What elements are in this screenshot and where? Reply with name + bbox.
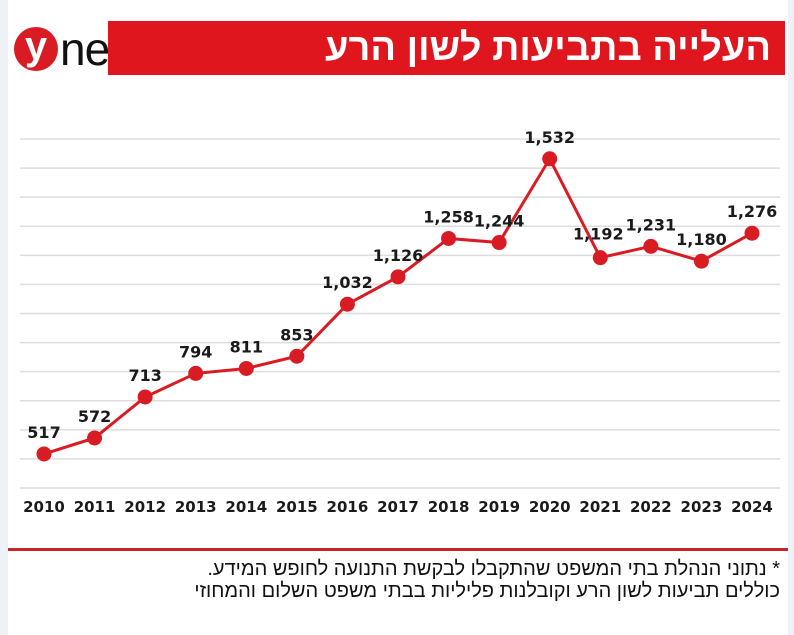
data-label: 1,180 xyxy=(676,230,727,249)
data-point xyxy=(643,238,659,254)
data-label: 1,244 xyxy=(474,212,525,231)
data-point xyxy=(592,250,608,266)
x-tick-label: 2011 xyxy=(74,498,116,516)
ynet-logo: y net xyxy=(14,22,122,76)
right-margin xyxy=(788,0,794,635)
data-label: 811 xyxy=(230,337,263,356)
data-label: 853 xyxy=(280,325,313,344)
data-label: 1,126 xyxy=(373,246,424,265)
x-tick-label: 2012 xyxy=(124,498,166,516)
x-tick-label: 2019 xyxy=(478,498,520,516)
x-tick-label: 2017 xyxy=(377,498,419,516)
footnote-line-2: כוללים תביעות לשון הרע וקובלנות פליליות … xyxy=(194,580,780,602)
data-label: 1,532 xyxy=(524,128,575,147)
chart-title: העלייה בתביעות לשון הרע xyxy=(108,21,785,75)
footnote-line-1: * נתוני הנהלת בתי המשפט שהתקבלו לבקשת הת… xyxy=(207,558,780,580)
data-label: 572 xyxy=(78,407,111,426)
data-point xyxy=(188,365,204,381)
divider xyxy=(8,548,788,551)
data-label: 517 xyxy=(27,423,60,442)
x-tick-label: 2014 xyxy=(225,498,267,516)
x-tick-label: 2010 xyxy=(23,498,65,516)
left-margin xyxy=(0,0,8,635)
x-tick-label: 2024 xyxy=(731,498,773,516)
data-label: 1,258 xyxy=(423,207,474,226)
data-point xyxy=(441,230,457,246)
logo-mark: y xyxy=(14,26,58,71)
data-point xyxy=(339,296,355,312)
data-point xyxy=(390,269,406,285)
data-point xyxy=(87,430,103,446)
x-tick-label: 2022 xyxy=(630,498,672,516)
x-tick-label: 2023 xyxy=(681,498,723,516)
data-point xyxy=(744,225,760,241)
data-label: 1,276 xyxy=(727,202,778,221)
data-point xyxy=(542,151,558,167)
line-chart: 517 2010 572 2011 713 2012 794 2013 811 2014 853 20… xyxy=(20,128,780,516)
data-point xyxy=(693,253,709,269)
series-line xyxy=(43,155,753,456)
data-point xyxy=(238,360,254,376)
data-point xyxy=(36,446,52,462)
footnote: * נתוני הנהלת בתי המשפט שהתקבלו לבקשת הת… xyxy=(14,558,780,602)
x-tick-label: 2016 xyxy=(327,498,369,516)
data-label: 794 xyxy=(179,342,212,361)
data-point xyxy=(289,348,305,364)
x-tick-label: 2013 xyxy=(175,498,217,516)
x-tick-label: 2018 xyxy=(428,498,470,516)
x-tick-label: 2020 xyxy=(529,498,571,516)
data-point xyxy=(491,235,507,251)
data-label: 1,192 xyxy=(573,225,624,244)
x-tick-label: 2021 xyxy=(579,498,621,516)
data-label: 713 xyxy=(128,366,161,385)
x-tick-label: 2015 xyxy=(276,498,318,516)
data-label: 1,032 xyxy=(322,273,373,292)
data-point xyxy=(137,389,153,405)
data-label: 1,231 xyxy=(626,215,677,234)
